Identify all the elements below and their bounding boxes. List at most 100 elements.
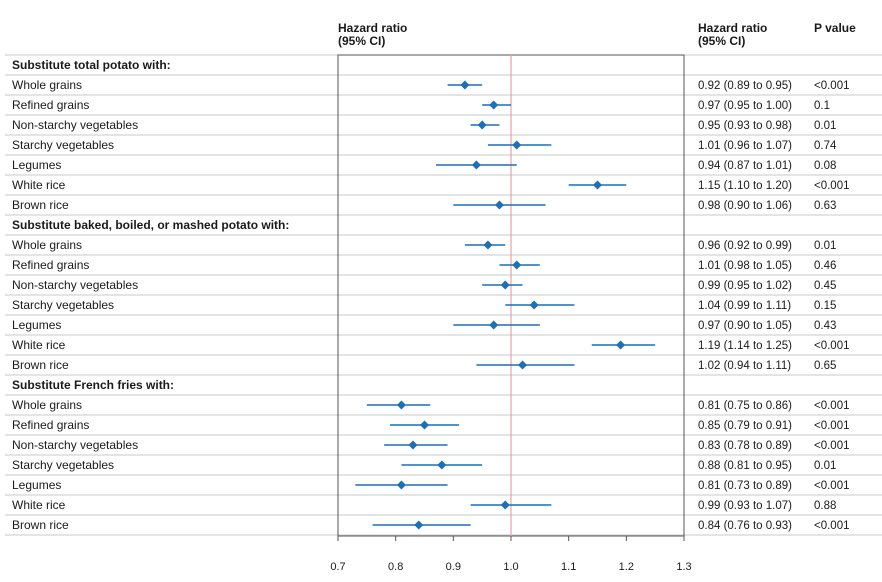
x-tick-label: 1.3	[676, 561, 691, 573]
row-label: Starchy vegetables	[12, 458, 114, 472]
x-tick-label: 0.9	[446, 561, 461, 573]
point-estimate	[616, 340, 626, 350]
p-value-text: 0.45	[814, 280, 836, 292]
hazard-ratio-ci-text: 0.83 (0.78 to 0.89)	[698, 440, 792, 452]
p-value-text: 0.46	[814, 260, 836, 272]
row-label: Legumes	[12, 478, 61, 492]
p-value-text: <0.001	[814, 520, 850, 532]
row-label: Refined grains	[12, 98, 89, 112]
hazard-ratio-ci-text: 1.15 (1.10 to 1.20)	[698, 180, 792, 192]
forest-header-line2: (95% CI)	[338, 34, 385, 48]
x-tick-label: 0.8	[388, 561, 403, 573]
p-value-text: 0.01	[814, 240, 836, 252]
point-estimate	[414, 520, 424, 530]
hazard-ratio-ci-text: 0.81 (0.73 to 0.89)	[698, 480, 792, 492]
p-value-text: 0.01	[814, 120, 836, 132]
point-estimate	[512, 260, 522, 270]
row-label: Whole grains	[12, 78, 82, 92]
hr-column-header-line1: Hazard ratio	[698, 21, 767, 35]
p-value-text: 0.63	[814, 200, 836, 212]
p-value-text: 0.43	[814, 320, 836, 332]
group-title: Substitute total potato with:	[12, 58, 171, 72]
row-label: Brown rice	[12, 198, 69, 212]
p-value-text: <0.001	[814, 420, 850, 432]
p-value-text: <0.001	[814, 480, 850, 492]
row-label: Refined grains	[12, 418, 89, 432]
p-value-text: 0.88	[814, 500, 836, 512]
hazard-ratio-ci-text: 0.94 (0.87 to 1.01)	[698, 160, 792, 172]
hazard-ratio-ci-text: 0.92 (0.89 to 0.95)	[698, 80, 792, 92]
row-label: White rice	[12, 178, 66, 192]
hazard-ratio-ci-text: 0.97 (0.95 to 1.00)	[698, 100, 792, 112]
row-label: Whole grains	[12, 398, 82, 412]
p-value-text: 0.65	[814, 360, 836, 372]
point-estimate	[437, 460, 447, 470]
point-estimate	[518, 360, 528, 370]
row-label: Whole grains	[12, 238, 82, 252]
row-label: White rice	[12, 338, 66, 352]
point-estimate	[593, 180, 602, 190]
point-estimate	[512, 140, 522, 150]
p-value-text: <0.001	[814, 400, 850, 412]
p-value-text: 0.1	[814, 100, 830, 112]
group-title: Substitute baked, boiled, or mashed pota…	[12, 218, 289, 232]
hazard-ratio-ci-text: 1.01 (0.96 to 1.07)	[698, 140, 792, 152]
point-estimate	[500, 280, 510, 290]
group-title: Substitute French fries with:	[12, 378, 174, 392]
row-label: Refined grains	[12, 258, 89, 272]
point-estimate	[460, 80, 470, 90]
point-estimate	[396, 400, 406, 410]
p-value-text: 0.74	[814, 140, 837, 152]
hazard-ratio-ci-text: 0.95 (0.93 to 0.98)	[698, 120, 792, 132]
p-value-text: 0.15	[814, 300, 836, 312]
row-label: Brown rice	[12, 518, 69, 532]
row-label: Non-starchy vegetables	[12, 438, 138, 452]
point-estimate	[489, 320, 499, 330]
point-estimate	[471, 160, 481, 170]
row-label: Legumes	[12, 158, 61, 172]
point-estimate	[529, 300, 539, 310]
x-tick-label: 1.1	[561, 561, 576, 573]
x-tick-label: 1.0	[503, 561, 518, 573]
p-value-text: 0.08	[814, 160, 836, 172]
point-estimate	[477, 120, 487, 130]
point-estimate	[500, 500, 510, 510]
point-estimate	[396, 480, 406, 490]
p-value-text: <0.001	[814, 440, 850, 452]
p-value-column-header: P value	[814, 21, 856, 35]
hazard-ratio-ci-text: 0.88 (0.81 to 0.95)	[698, 460, 792, 472]
hazard-ratio-ci-text: 1.19 (1.14 to 1.25)	[698, 340, 792, 352]
point-estimate	[483, 240, 493, 250]
p-value-text: <0.001	[814, 340, 850, 352]
hazard-ratio-ci-text: 0.97 (0.90 to 1.05)	[698, 320, 792, 332]
x-tick-label: 1.2	[619, 561, 634, 573]
row-label: Non-starchy vegetables	[12, 278, 138, 292]
hazard-ratio-ci-text: 1.04 (0.99 to 1.11)	[698, 300, 791, 312]
hr-column-header-line2: (95% CI)	[698, 34, 745, 48]
row-label: Starchy vegetables	[12, 138, 114, 152]
hazard-ratio-ci-text: 1.02 (0.94 to 1.11)	[698, 360, 791, 372]
p-value-text: 0.01	[814, 460, 836, 472]
row-label: White rice	[12, 498, 66, 512]
hazard-ratio-ci-text: 0.81 (0.75 to 0.86)	[698, 400, 792, 412]
hazard-ratio-ci-text: 0.84 (0.76 to 0.93)	[698, 520, 792, 532]
point-estimate	[489, 100, 499, 110]
x-tick-label: 0.7	[330, 561, 345, 573]
hazard-ratio-ci-text: 0.98 (0.90 to 1.06)	[698, 200, 792, 212]
hazard-ratio-ci-text: 1.01 (0.98 to 1.05)	[698, 260, 792, 272]
hazard-ratio-ci-text: 0.99 (0.95 to 1.02)	[698, 280, 792, 292]
row-label: Brown rice	[12, 358, 69, 372]
row-label: Legumes	[12, 318, 61, 332]
hazard-ratio-ci-text: 0.85 (0.79 to 0.91)	[698, 420, 792, 432]
row-label: Starchy vegetables	[12, 298, 114, 312]
p-value-text: <0.001	[814, 80, 850, 92]
point-estimate	[408, 440, 418, 450]
hazard-ratio-ci-text: 0.96 (0.92 to 0.99)	[698, 240, 792, 252]
p-value-text: <0.001	[814, 180, 850, 192]
point-estimate	[494, 200, 504, 210]
hazard-ratio-ci-text: 0.99 (0.93 to 1.07)	[698, 500, 792, 512]
point-estimate	[420, 420, 429, 430]
row-label: Non-starchy vegetables	[12, 118, 138, 132]
